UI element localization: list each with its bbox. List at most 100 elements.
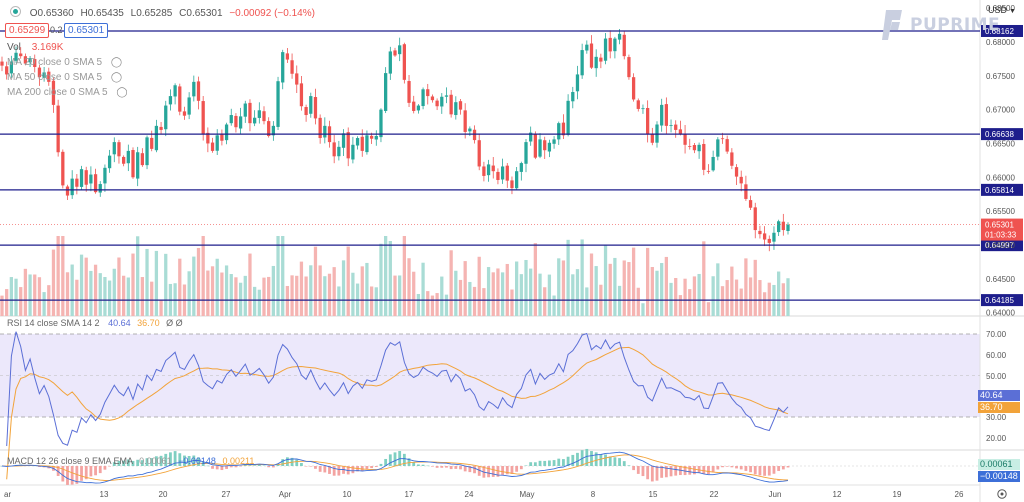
volume-bar bbox=[107, 280, 112, 316]
candle-body bbox=[720, 138, 725, 140]
macd-hist-bar bbox=[337, 466, 341, 476]
candle-body bbox=[131, 150, 135, 178]
eye-hidden-icon[interactable]: ◯ bbox=[116, 87, 128, 98]
macd-hist-bar bbox=[412, 462, 416, 466]
volume-bar bbox=[299, 261, 304, 316]
candle-body bbox=[664, 104, 668, 126]
candle-body bbox=[603, 38, 608, 61]
price-tick: 0.68000 bbox=[986, 38, 1015, 47]
volume-bar bbox=[374, 287, 378, 316]
macd-hist-bar bbox=[173, 451, 177, 466]
volume-bar bbox=[365, 262, 369, 316]
macd-hist-bar bbox=[154, 456, 158, 466]
candle-body bbox=[646, 107, 650, 134]
candle-body bbox=[491, 165, 495, 172]
candle-body bbox=[449, 94, 453, 115]
macd-hist-bar bbox=[435, 466, 439, 468]
volume-bar bbox=[257, 289, 261, 316]
volume-bar bbox=[281, 236, 285, 316]
volume-bar bbox=[61, 236, 65, 316]
candle-body bbox=[267, 121, 271, 137]
rsi-sma-line bbox=[6, 346, 789, 480]
candle-body bbox=[14, 52, 18, 61]
ma-20-label[interactable]: MA 20 close 0 SMA 5 ◯ bbox=[7, 57, 123, 68]
macd-hist-bar bbox=[220, 466, 224, 471]
macd-hist-bar bbox=[767, 466, 771, 476]
candle-body bbox=[323, 125, 327, 138]
volume-bar bbox=[430, 295, 435, 316]
candle-body bbox=[622, 34, 626, 57]
macd-hist-bar bbox=[735, 466, 738, 469]
candle-body bbox=[702, 143, 706, 170]
volume-bar bbox=[716, 263, 720, 316]
time-axis: ar 13 20 27 Apr 10 17 24 May 8 15 22 Jun 12 19 26 bbox=[4, 490, 964, 499]
candle-body bbox=[173, 85, 177, 97]
volume-bar bbox=[515, 261, 519, 316]
volume-bar bbox=[402, 236, 406, 316]
macd-hist-bar bbox=[749, 466, 752, 473]
volume-bar bbox=[295, 275, 299, 316]
candle-body bbox=[290, 60, 294, 74]
candle-body bbox=[229, 115, 233, 124]
macd-hist-bar bbox=[314, 466, 317, 469]
macd-hist-bar bbox=[402, 453, 406, 466]
candle-body bbox=[557, 123, 561, 140]
candle-body bbox=[786, 224, 790, 231]
macd-hist-bar bbox=[786, 466, 790, 468]
candle-body bbox=[412, 101, 416, 111]
gear-icon[interactable] bbox=[997, 489, 1007, 499]
candle-body bbox=[332, 142, 336, 157]
ma-200-label[interactable]: MA 200 close 0 SMA 5 ◯ bbox=[7, 87, 128, 98]
macd-hist-bar bbox=[150, 458, 154, 466]
candle-body bbox=[566, 100, 570, 135]
macd-hist-bar bbox=[215, 466, 219, 470]
volume-bar bbox=[220, 272, 224, 316]
macd-hist-bar bbox=[201, 461, 205, 466]
volume-bar bbox=[426, 291, 430, 316]
currency-selector[interactable]: USD ▼ bbox=[988, 5, 1016, 15]
candle-body bbox=[430, 96, 435, 101]
macd-hist-bar bbox=[618, 458, 621, 466]
candle-body bbox=[56, 105, 60, 153]
eye-hidden-icon[interactable]: ◯ bbox=[110, 57, 123, 68]
eye-hidden-icon[interactable]: ◯ bbox=[110, 72, 123, 83]
macd-hist-bar bbox=[98, 466, 102, 474]
macd-hist-bar bbox=[674, 466, 678, 476]
macd-hist-bar bbox=[393, 452, 397, 466]
candle-body bbox=[318, 117, 322, 139]
level-tag bbox=[981, 239, 1023, 252]
candle-body bbox=[753, 207, 757, 231]
candle-body bbox=[482, 166, 486, 176]
volume-bar bbox=[664, 256, 668, 316]
volume-bar bbox=[285, 285, 290, 316]
volume-bar bbox=[187, 271, 191, 316]
candle-body bbox=[117, 142, 121, 157]
candle-body bbox=[547, 142, 552, 152]
volume-bar bbox=[117, 257, 121, 316]
volume-bar bbox=[463, 261, 467, 316]
volume-bar bbox=[412, 271, 416, 316]
volume-bar bbox=[145, 248, 149, 316]
candle-body bbox=[561, 122, 566, 136]
candle-body bbox=[276, 81, 280, 127]
time-tick: 8 bbox=[591, 490, 596, 499]
macd-hist-bar bbox=[721, 466, 724, 468]
level-tag-label: 0.64997 bbox=[985, 241, 1014, 250]
candle-body bbox=[748, 200, 753, 208]
macd-hist-bar bbox=[533, 462, 537, 466]
buy-price-button[interactable]: 0.65301 bbox=[64, 23, 109, 38]
candle-body bbox=[224, 124, 229, 141]
macd-hist-bar bbox=[744, 466, 748, 471]
macd-hist-bar bbox=[257, 464, 261, 466]
ma-50-label[interactable]: MA 50 close 0 SMA 5 ◯ bbox=[7, 72, 123, 83]
candle-body bbox=[257, 110, 261, 118]
macd-hist-bar bbox=[463, 466, 467, 472]
volume-bar bbox=[697, 273, 701, 316]
volume-bar bbox=[421, 262, 425, 316]
macd-hist-bar bbox=[632, 466, 636, 471]
candle-body bbox=[758, 230, 762, 235]
candle-body bbox=[341, 133, 346, 148]
sell-price-button[interactable]: 0.65299 bbox=[5, 23, 50, 38]
macd-hist-bar bbox=[468, 466, 472, 473]
